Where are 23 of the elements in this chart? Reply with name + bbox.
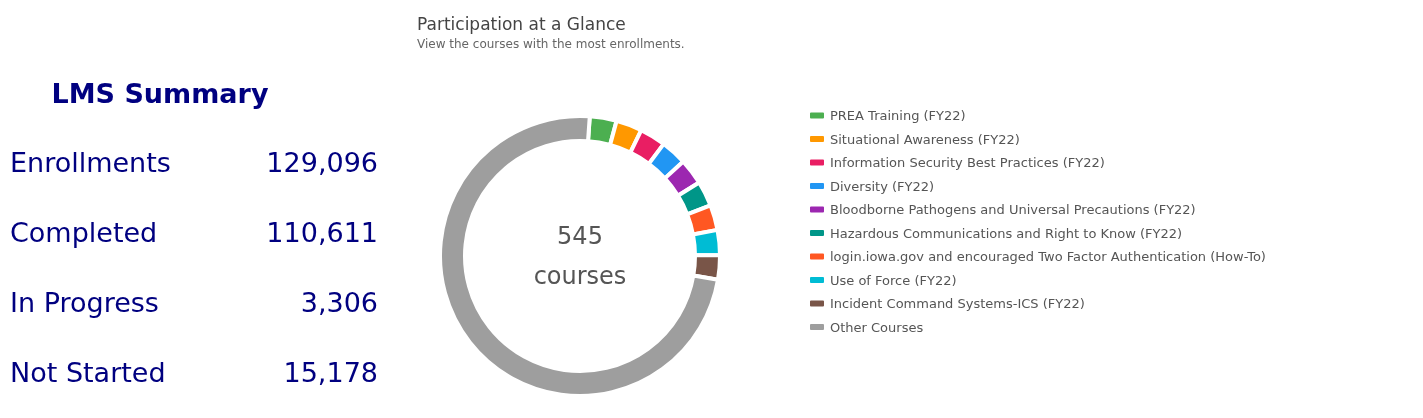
legend-label: Situational Awareness (FY22) <box>830 131 1020 147</box>
legend-label: login.iowa.gov and encouraged Two Factor Authentication (How-To) <box>830 249 1266 264</box>
legend-label: Diversity (FY22) <box>830 178 935 194</box>
legend-label: Other Courses <box>830 319 924 335</box>
chart-subtitle: View the courses with the most enrollments. <box>417 37 685 51</box>
text: courses <box>533 262 627 290</box>
data-label: 15,178 <box>283 356 378 390</box>
legend-label: Use of Force (FY22) <box>830 272 957 288</box>
legend-label: Bloodborne Pathogens and Universal Precautions (FY22) <box>830 202 1196 217</box>
data-label: 129,096 <box>266 146 378 180</box>
legend-label: Hazardous Communications and Right to Know (FY22) <box>830 225 1183 241</box>
text: LMS Summary <box>50 78 270 111</box>
category-label: In Progress <box>10 286 159 320</box>
data-label: 110,611 <box>266 216 378 250</box>
legend-label: PREA Training (FY22) <box>830 108 966 123</box>
data-label: 3,306 <box>300 286 378 320</box>
legend-label: Information Security Best Practices (FY22) <box>830 155 1105 170</box>
chart-title: Participation at a Glance <box>417 13 626 34</box>
text: 545 <box>557 222 603 250</box>
legend-label: Incident Command Systems-ICS (FY22) <box>830 296 1085 311</box>
category-label: Not Started <box>10 356 166 390</box>
category-label: Completed <box>10 216 158 250</box>
category-label: Enrollments <box>10 146 171 180</box>
